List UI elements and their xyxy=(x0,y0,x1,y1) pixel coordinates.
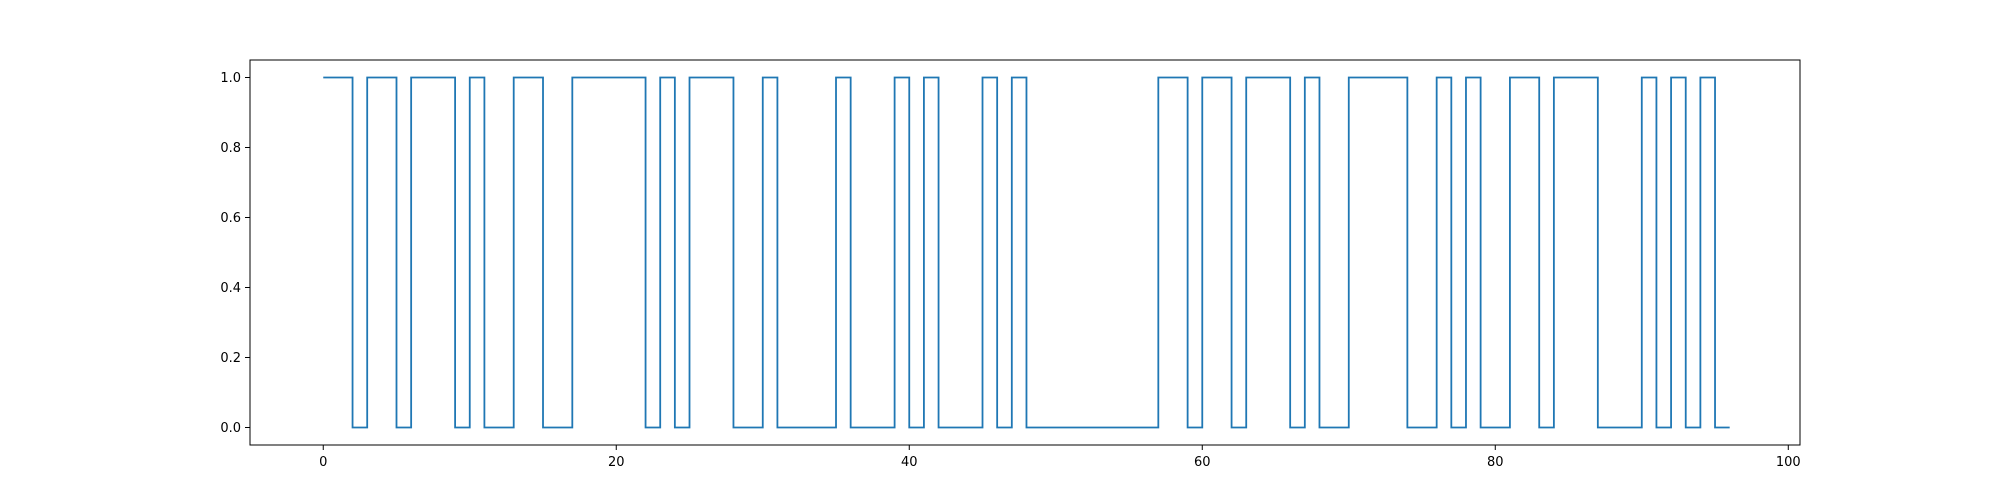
axes-frame xyxy=(249,59,1801,446)
x-axis-ticks: 0 20 40 60 80 100 xyxy=(319,445,1801,470)
x-tick-label: 40 xyxy=(901,455,918,470)
y-tick-label: 0.6 xyxy=(220,211,241,226)
x-tick-label: 60 xyxy=(1194,455,1211,470)
x-tick-label: 100 xyxy=(1776,455,1801,470)
y-tick-label: 0.0 xyxy=(220,421,241,436)
y-axis-ticks: 0.0 0.2 0.4 0.6 0.8 1.0 xyxy=(220,71,250,436)
x-tick-label: 80 xyxy=(1487,455,1504,470)
y-tick-label: 0.2 xyxy=(220,351,241,366)
y-tick-label: 0.8 xyxy=(220,141,241,156)
series-step-line xyxy=(323,76,1730,429)
x-tick-label: 0 xyxy=(319,455,327,470)
y-tick-label: 1.0 xyxy=(220,71,241,86)
y-tick-label: 0.4 xyxy=(220,281,241,296)
x-tick-label: 20 xyxy=(608,455,625,470)
